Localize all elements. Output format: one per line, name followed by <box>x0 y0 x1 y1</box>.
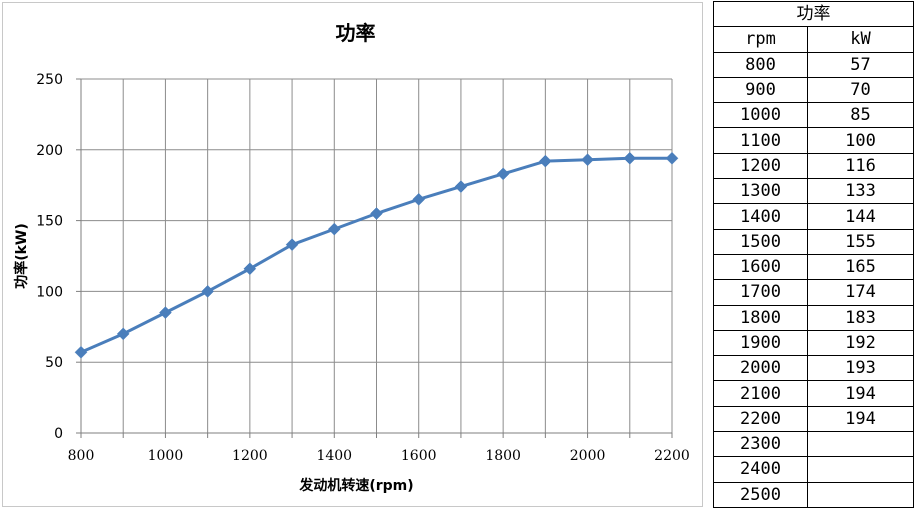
power-data-table: 功率 rpm kW 800 57 900 70 1000 85 1100 100 1200 116… <box>713 0 914 508</box>
table-cell-kw: 193 <box>807 355 914 382</box>
table-title-row: 功率 <box>713 0 914 28</box>
data-point <box>412 193 426 206</box>
table-row: 1700 174 <box>713 279 914 306</box>
table-cell-rpm: 2000 <box>713 355 808 382</box>
table-cell-kw: 165 <box>807 253 914 281</box>
x-tick-label: 2000 <box>570 448 606 464</box>
table-row: 1600 165 <box>713 253 914 281</box>
table-cell-kw: 57 <box>807 51 914 78</box>
data-point <box>539 154 552 168</box>
table-header-rpm: rpm <box>713 26 808 53</box>
chart-title: 功率 <box>336 21 376 45</box>
table-cell-kw: 194 <box>807 405 914 433</box>
y-tick-label: 50 <box>45 355 63 371</box>
data-point <box>116 327 130 341</box>
table-row: 1500 155 <box>713 228 914 255</box>
x-axis-label: 发动机转速(rpm) <box>298 477 413 494</box>
data-point <box>243 262 257 276</box>
table-row: 2200 194 <box>713 405 914 433</box>
table-cell-kw: 116 <box>807 152 914 180</box>
y-tick-label: 250 <box>36 72 63 88</box>
table-cell-kw: 192 <box>807 329 914 357</box>
table-cell-rpm: 2400 <box>713 456 808 483</box>
table-cell-rpm: 2300 <box>713 431 808 458</box>
y-tick-label: 0 <box>54 426 63 442</box>
table-cell-kw: 194 <box>807 380 914 407</box>
table-cell-kw <box>807 481 914 508</box>
table-row: 1100 100 <box>713 127 914 154</box>
data-point <box>496 167 510 181</box>
y-tick-label: 100 <box>36 284 63 300</box>
table-cell-rpm: 1600 <box>713 253 808 281</box>
x-tick-label: 1800 <box>485 448 521 464</box>
table-row: 2100 194 <box>713 380 914 407</box>
table-cell-rpm: 1300 <box>713 178 808 205</box>
table-cell-rpm: 1100 <box>713 127 808 154</box>
table-cell-rpm: 1800 <box>713 304 808 331</box>
x-tick-label: 800 <box>68 448 95 464</box>
table-row: 2300 <box>713 431 914 458</box>
data-point <box>201 285 214 298</box>
table-cell-kw: 183 <box>807 304 914 331</box>
table-cell-rpm: 1700 <box>713 279 808 306</box>
table-cell-kw <box>807 431 914 458</box>
table-cell-rpm: 2100 <box>713 380 808 407</box>
table-row: 1900 192 <box>713 329 914 357</box>
table-cell-rpm: 900 <box>713 76 808 104</box>
table-cell-rpm: 1500 <box>713 228 808 255</box>
chart-area: 0 50 100 150 200 250 800 1000 1200 1400 1600 1800 20… <box>2 2 703 507</box>
y-axis-label: 功率(kW) <box>13 223 30 289</box>
table-cell-kw: 174 <box>807 279 914 306</box>
table-row: 2000 193 <box>713 355 914 382</box>
table-cell-kw: 144 <box>807 203 914 230</box>
table-cell-rpm: 1400 <box>713 203 808 230</box>
table-cell-rpm: 2500 <box>713 481 808 508</box>
table-row: 900 70 <box>713 76 914 104</box>
table-row: 1300 133 <box>713 178 914 205</box>
power-chart: 0 50 100 150 200 250 800 1000 1200 1400 1600 1800 20… <box>13 21 690 494</box>
data-point <box>623 151 637 165</box>
y-tick-label: 150 <box>36 214 63 230</box>
table-cell-rpm: 800 <box>713 51 808 78</box>
data-point <box>327 222 341 236</box>
table-row: 800 57 <box>713 51 914 78</box>
table-title: 功率 <box>713 0 914 28</box>
table-cell-kw: 85 <box>807 102 914 129</box>
data-point <box>159 306 172 319</box>
table-row: 1000 85 <box>713 102 914 129</box>
table-cell-kw: 100 <box>807 127 914 154</box>
table-cell-kw <box>807 456 914 483</box>
x-tick-label: 2200 <box>654 448 690 464</box>
table-cell-rpm: 1200 <box>713 152 808 180</box>
data-point <box>581 153 594 167</box>
x-tick-label: 1600 <box>401 448 437 464</box>
data-point <box>370 207 383 220</box>
table-row: 2500 <box>713 481 914 508</box>
x-tick-label: 1000 <box>148 448 184 464</box>
data-point <box>285 238 299 252</box>
table-row: 1800 183 <box>713 304 914 331</box>
table-row: 1200 116 <box>713 152 914 180</box>
table-cell-rpm: 1000 <box>713 102 808 129</box>
table-cell-rpm: 1900 <box>713 329 808 357</box>
table-cell-kw: 133 <box>807 178 914 205</box>
table-cell-rpm: 2200 <box>713 405 808 433</box>
table-cell-kw: 70 <box>807 76 914 104</box>
table-row: 2400 <box>713 456 914 483</box>
data-point <box>454 180 468 193</box>
table-header-row: rpm kW <box>713 26 914 53</box>
data-point <box>74 345 88 359</box>
x-tick-label: 1400 <box>316 448 352 464</box>
x-tick-label: 1200 <box>232 448 268 464</box>
data-point <box>665 151 679 165</box>
table-cell-kw: 155 <box>807 228 914 255</box>
table-row: 1400 144 <box>713 203 914 230</box>
table-header-kw: kW <box>807 26 914 53</box>
y-tick-label: 200 <box>36 143 63 159</box>
